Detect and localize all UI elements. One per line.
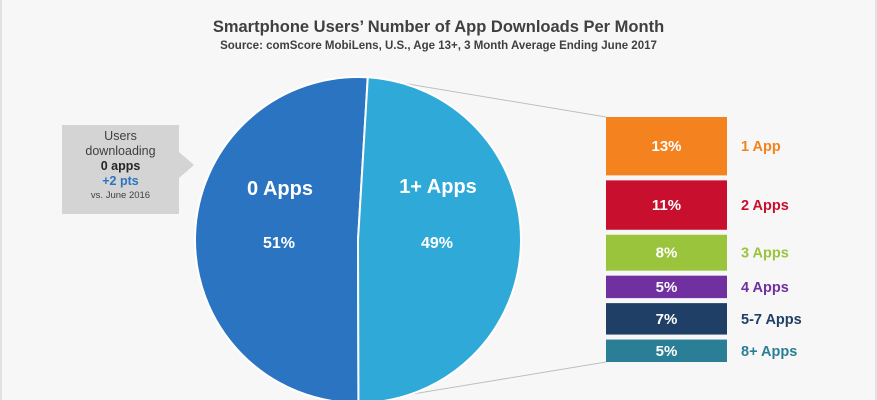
callout-arrow xyxy=(179,152,194,178)
callout-box: Users downloading 0 apps +2 pts vs. June… xyxy=(62,125,179,214)
bar-segment-1 xyxy=(606,117,727,176)
bar-value-label-3: 8% xyxy=(656,245,678,262)
chart-subtitle: Source: comScore MobiLens, U.S., Age 13+… xyxy=(220,40,657,52)
pie-slice-0-apps xyxy=(194,76,369,400)
callout-line-4: +2 pts xyxy=(102,174,139,188)
bar-segment-2 xyxy=(606,180,727,230)
bar-category-label-4: 4 Apps xyxy=(741,280,789,296)
bar-segment-6 xyxy=(606,339,727,362)
bar-value-label-1: 13% xyxy=(651,138,681,155)
bar-value-label-5: 7% xyxy=(656,311,678,328)
callout-line-3: 0 apps xyxy=(100,159,141,173)
bar-category-label-3: 3 Apps xyxy=(741,246,789,262)
bar-segment-5 xyxy=(606,303,727,335)
callout-line-5: vs. June 2016 xyxy=(90,190,151,201)
bar-category-label-2: 2 Apps xyxy=(741,198,789,214)
bar-value-label-4: 5% xyxy=(656,279,678,296)
bar-value-label-6: 5% xyxy=(656,343,678,360)
pie-label-1plus-apps: 1+ Apps xyxy=(399,176,477,198)
bar-category-label-6: 8+ Apps xyxy=(741,344,797,360)
bar-segment-4 xyxy=(606,275,727,299)
pie-slice-1plus-apps xyxy=(356,76,522,400)
pie-value-0-apps: 51% xyxy=(263,235,295,252)
bar-segment-3 xyxy=(606,234,727,271)
bar-value-label-2: 11% xyxy=(652,197,681,214)
callout-line-2: downloading xyxy=(85,144,156,158)
callout-line-1: Users xyxy=(104,129,137,143)
bar-category-label-5: 5-7 Apps xyxy=(741,312,802,328)
bar-category-label-1: 1 App xyxy=(741,139,781,155)
pie-value-1plus-apps: 49% xyxy=(421,235,453,252)
pie-label-0-apps: 0 Apps xyxy=(247,178,313,200)
chart-title: Smartphone Users’ Number of App Download… xyxy=(212,18,665,36)
